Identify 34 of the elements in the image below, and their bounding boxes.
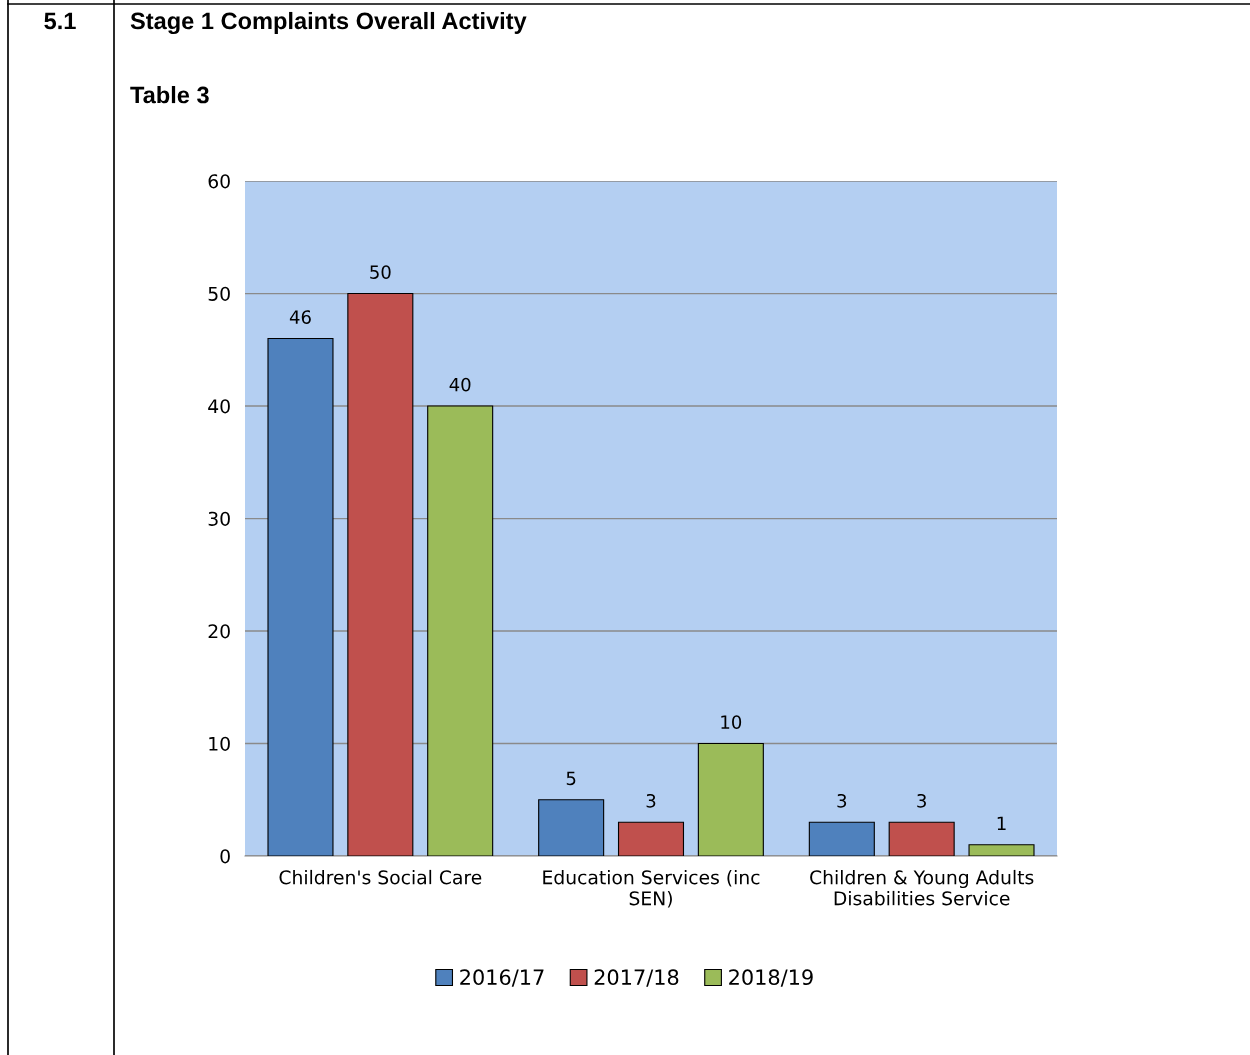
y-tick-label: 50 [208,286,230,301]
x-tick-label: Children & Young Adults Disabilities Service [810,869,1034,906]
x-tick-label: Education Services (inc SEN) [543,869,760,908]
data-label: 3 [917,793,926,808]
data-label: 3 [646,793,656,808]
bar [267,337,334,856]
legend-label: 2016/17 [460,969,544,987]
bar [347,292,414,856]
bar [427,405,494,856]
text: 5.1 [44,12,76,30]
x-tick-label: Children's Social Care [279,869,482,885]
data-label: 5 [566,771,576,786]
data-label: 10 [721,715,742,729]
y-tick-label: 0 [220,849,230,864]
legend-label: 2018/19 [729,969,813,987]
bar [538,799,605,856]
bar [968,844,1035,856]
data-label: 50 [370,265,391,279]
data-label: 40 [449,377,471,392]
y-tick-label: 20 [208,624,230,639]
chart-title: Stage 1 Complaints Overall Activity [130,11,527,35]
legend-label: 2017/18 [594,969,679,987]
bar [617,821,685,856]
y-tick-label: 30 [208,511,230,526]
y-tick-label: 40 [208,399,230,414]
bar [808,821,875,856]
chart-subtitle: Table 3 [130,86,209,104]
y-tick-label: 10 [209,736,230,751]
y-tick-label: 60 [208,174,230,189]
bar [697,742,764,856]
bar [888,821,955,856]
data-label: 46 [289,310,311,324]
data-label: 1 [997,816,1006,830]
data-label: 3 [837,793,847,808]
